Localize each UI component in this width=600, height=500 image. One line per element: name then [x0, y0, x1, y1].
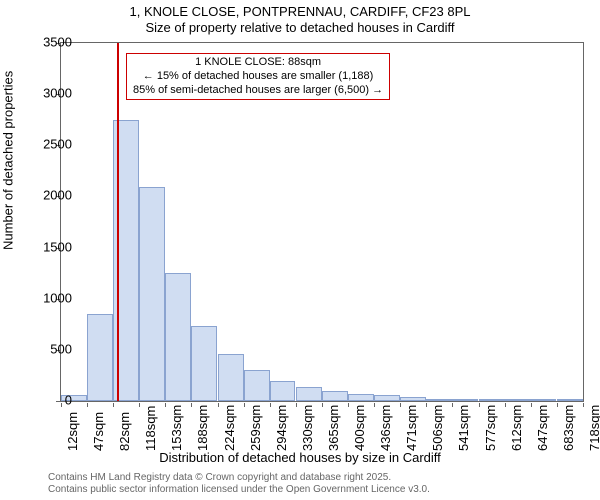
- bar: [87, 314, 113, 401]
- x-tick-mark: [218, 403, 219, 407]
- reference-line: [117, 43, 119, 401]
- bar: [244, 370, 270, 401]
- x-tick-mark: [244, 403, 245, 407]
- x-tick-mark: [87, 403, 88, 407]
- x-tick-label: 718sqm: [587, 405, 600, 451]
- x-tick-label: 541sqm: [456, 405, 471, 451]
- callout-line2: ← 15% of detached houses are smaller (1,…: [133, 70, 383, 84]
- x-tick-mark: [191, 403, 192, 407]
- y-tick-label: 2500: [22, 137, 72, 152]
- bar: [426, 399, 452, 401]
- x-tick-mark: [296, 403, 297, 407]
- x-tick-mark: [426, 403, 427, 407]
- x-tick-label: 506sqm: [430, 405, 445, 451]
- y-tick-label: 500: [22, 341, 72, 356]
- footer-line2: Contains public sector information licen…: [48, 484, 430, 495]
- x-tick-label: 12sqm: [65, 412, 80, 451]
- x-tick-label: 365sqm: [326, 405, 341, 451]
- x-tick-label: 577sqm: [483, 405, 498, 451]
- y-tick-label: 1500: [22, 239, 72, 254]
- callout-line1: 1 KNOLE CLOSE: 88sqm: [133, 56, 383, 70]
- x-tick-label: 294sqm: [274, 405, 289, 451]
- footer-line1: Contains HM Land Registry data © Crown c…: [48, 472, 391, 483]
- x-tick-label: 224sqm: [222, 405, 237, 451]
- bar: [348, 394, 374, 401]
- x-tick-mark: [583, 403, 584, 407]
- chart-title-line1: 1, KNOLE CLOSE, PONTPRENNAU, CARDIFF, CF…: [0, 4, 600, 19]
- x-tick-mark: [452, 403, 453, 407]
- x-tick-mark: [165, 403, 166, 407]
- x-tick-mark: [505, 403, 506, 407]
- bar: [191, 326, 217, 401]
- bar: [218, 354, 244, 401]
- x-tick-label: 118sqm: [143, 406, 158, 451]
- plot-area: 1 KNOLE CLOSE: 88sqm ← 15% of detached h…: [60, 42, 584, 402]
- x-tick-mark: [374, 403, 375, 407]
- x-tick-mark: [322, 403, 323, 407]
- chart-title-line2: Size of property relative to detached ho…: [0, 20, 600, 35]
- x-tick-mark: [139, 403, 140, 407]
- x-tick-label: 683sqm: [561, 405, 576, 451]
- x-tick-mark: [557, 403, 558, 407]
- x-tick-mark: [531, 403, 532, 407]
- bar: [165, 273, 191, 401]
- bar: [557, 399, 583, 401]
- x-axis-label: Distribution of detached houses by size …: [0, 450, 600, 465]
- x-tick-mark: [113, 403, 114, 407]
- bar: [139, 187, 165, 401]
- callout-box: 1 KNOLE CLOSE: 88sqm ← 15% of detached h…: [126, 53, 390, 100]
- x-tick-mark: [400, 403, 401, 407]
- bar: [296, 387, 322, 401]
- bar: [452, 399, 478, 401]
- x-tick-mark: [348, 403, 349, 407]
- y-tick-label: 3000: [22, 86, 72, 101]
- bar: [270, 381, 296, 401]
- bar: [505, 399, 531, 401]
- x-tick-label: 188sqm: [195, 405, 210, 451]
- x-tick-label: 47sqm: [91, 412, 106, 451]
- x-tick-label: 259sqm: [248, 405, 263, 451]
- x-tick-label: 153sqm: [169, 405, 184, 451]
- y-tick-label: 2000: [22, 188, 72, 203]
- bar: [531, 399, 557, 401]
- bar: [479, 399, 505, 401]
- x-tick-label: 436sqm: [378, 405, 393, 451]
- bar: [322, 391, 348, 401]
- chart-container: 1, KNOLE CLOSE, PONTPRENNAU, CARDIFF, CF…: [0, 0, 600, 500]
- x-tick-label: 82sqm: [117, 412, 132, 451]
- x-tick-label: 647sqm: [535, 405, 550, 451]
- x-tick-label: 612sqm: [509, 405, 524, 451]
- y-tick-label: 3500: [22, 35, 72, 50]
- y-tick-label: 1000: [22, 290, 72, 305]
- bar: [374, 395, 400, 401]
- callout-line3: 85% of semi-detached houses are larger (…: [133, 84, 383, 98]
- y-axis-label: Number of detached properties: [1, 71, 16, 250]
- x-tick-label: 471sqm: [404, 405, 419, 451]
- x-tick-mark: [270, 403, 271, 407]
- x-tick-mark: [479, 403, 480, 407]
- y-tick-label: 0: [22, 393, 72, 408]
- x-tick-label: 330sqm: [300, 405, 315, 451]
- bar: [400, 397, 426, 401]
- x-tick-label: 400sqm: [352, 405, 367, 451]
